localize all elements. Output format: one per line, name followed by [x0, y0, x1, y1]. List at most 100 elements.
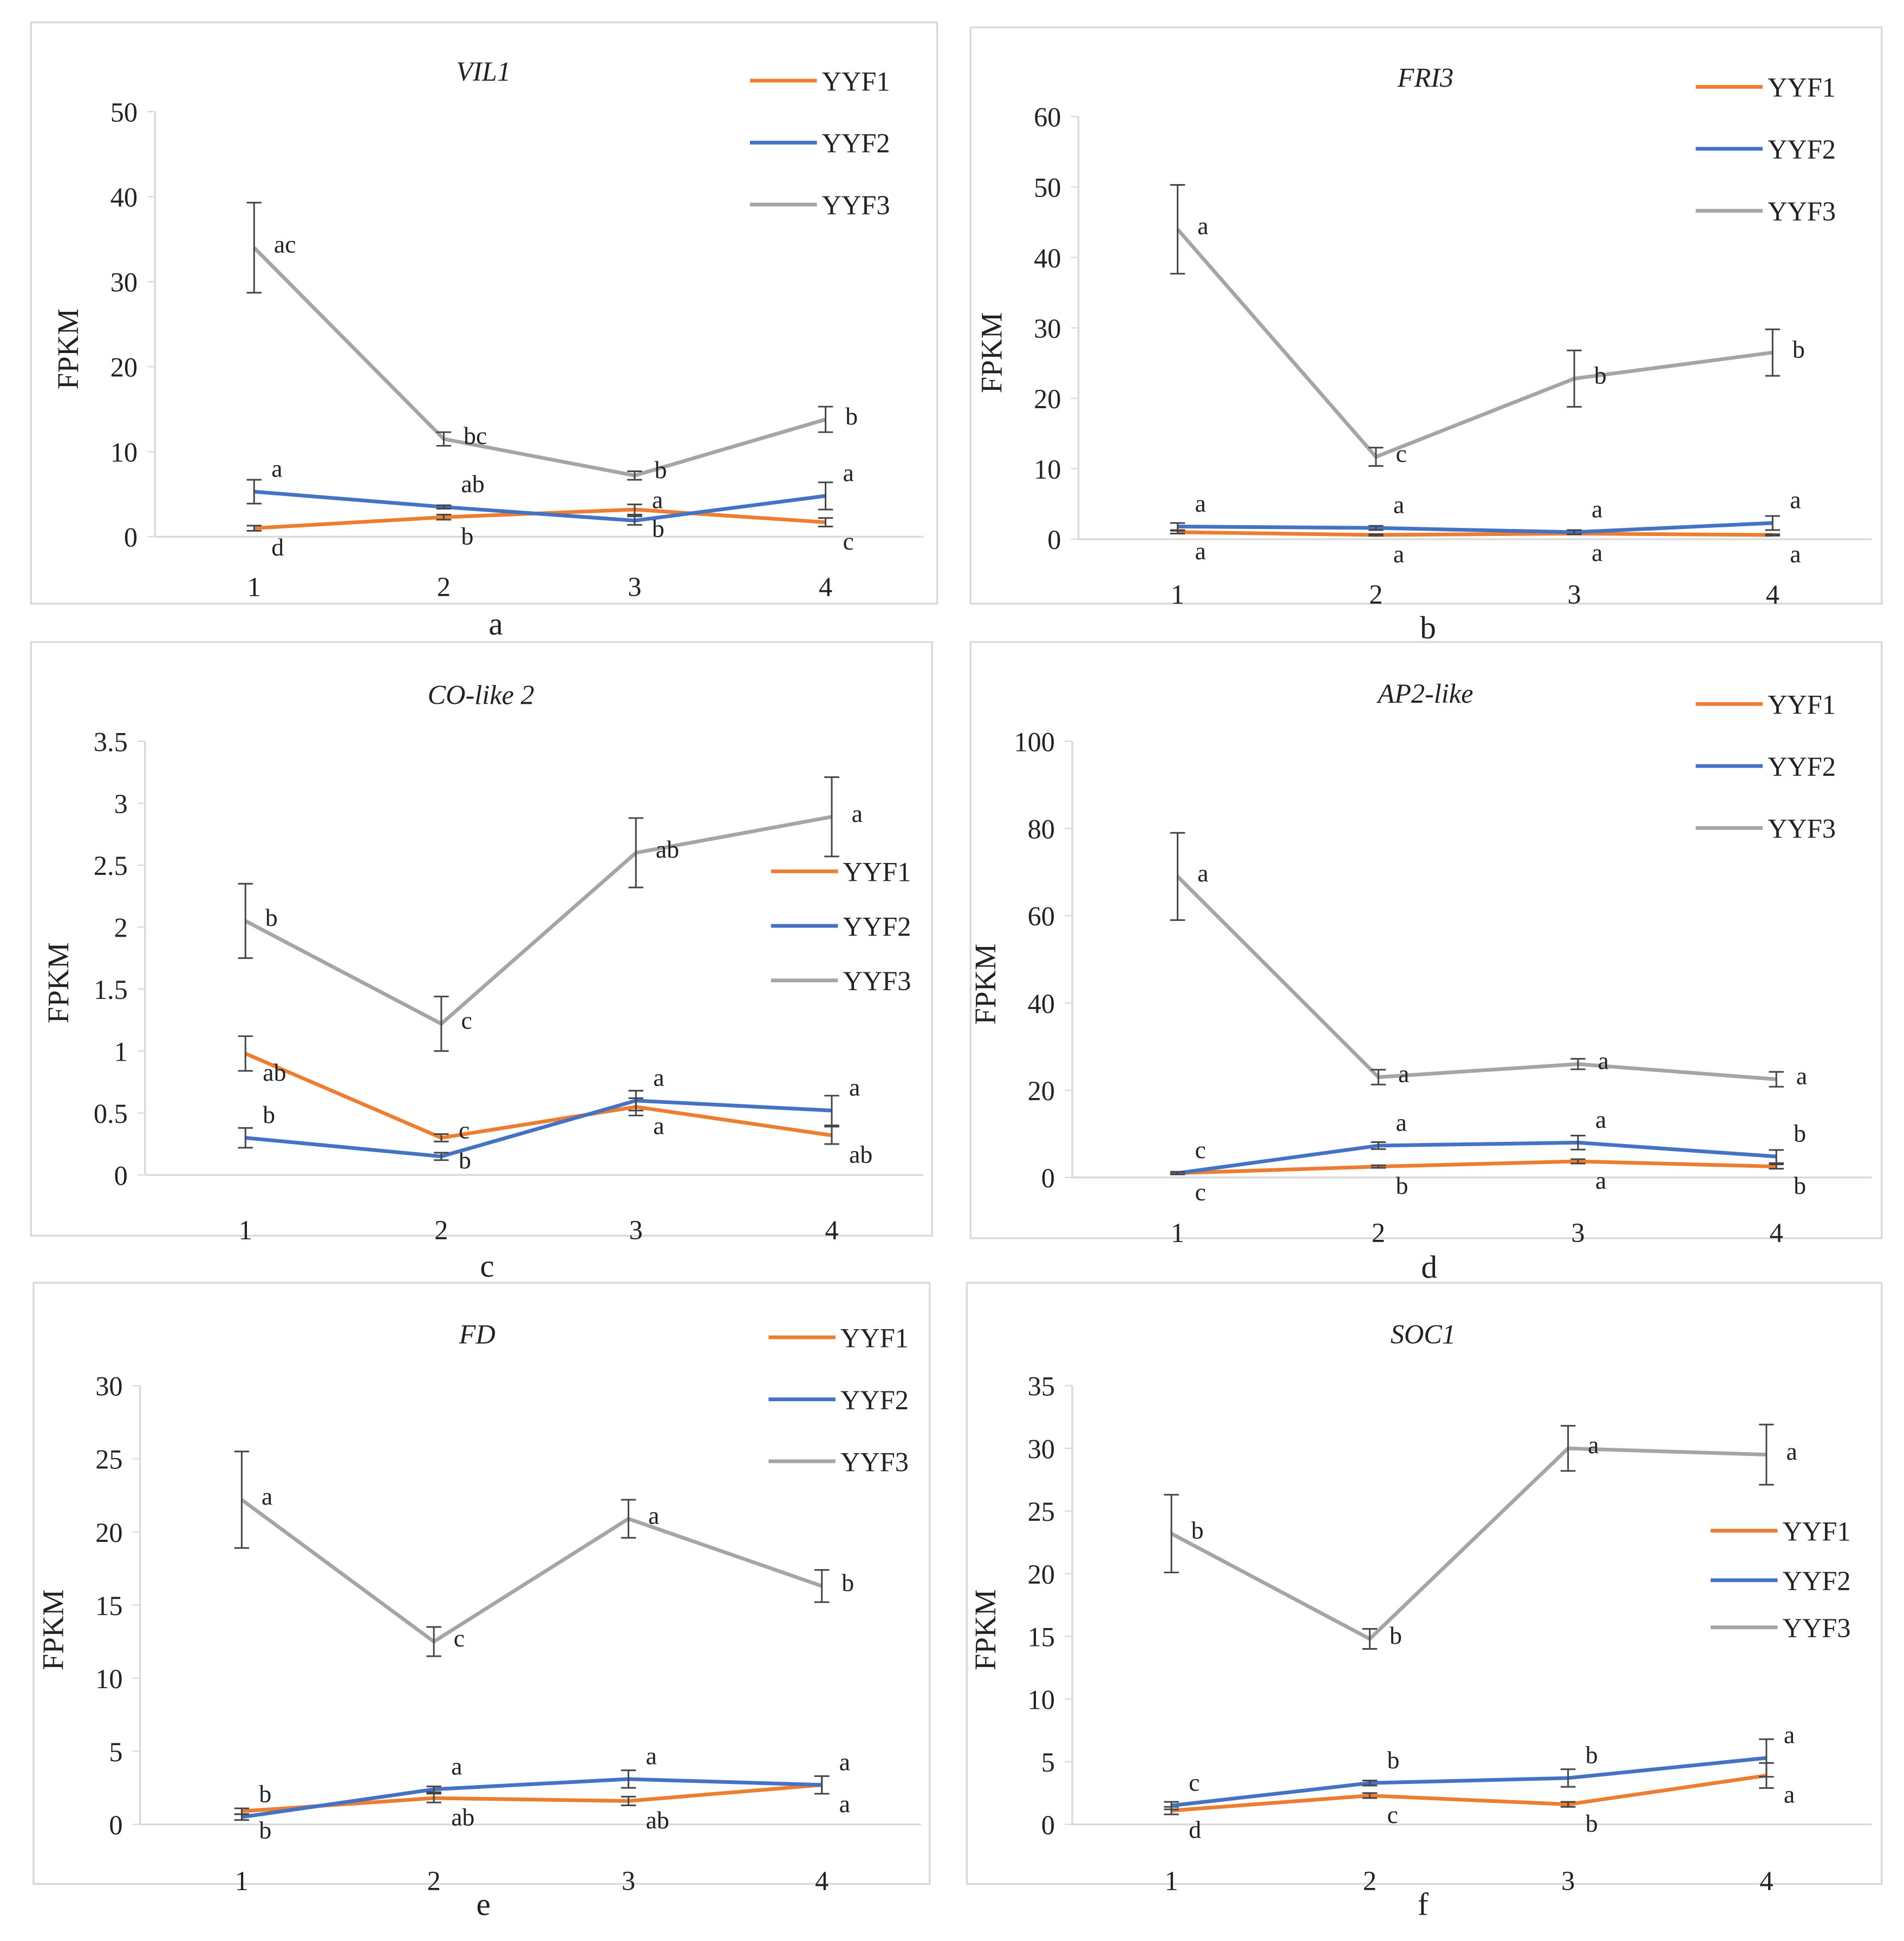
- significance-letter: a: [852, 800, 863, 827]
- y-tick-label: 20: [95, 1518, 122, 1548]
- y-tick-label: 3: [114, 789, 128, 819]
- significance-letter: a: [1796, 1062, 1807, 1090]
- y-tick-label: 3.5: [94, 727, 128, 757]
- series-line-YYF1: [244, 1051, 832, 1140]
- y-tick-label: 1.5: [94, 975, 128, 1005]
- y-tick-label: 15: [95, 1591, 122, 1621]
- significance-letter: a: [1595, 1106, 1606, 1133]
- significance-letter: c: [1396, 440, 1406, 467]
- y-tick-label: 40: [1028, 989, 1055, 1019]
- legend-label: YYF2: [843, 911, 911, 942]
- legend-label: YYF1: [1768, 690, 1836, 720]
- legend-label: YYF1: [822, 66, 890, 96]
- y-tick-label: 0: [114, 1161, 128, 1191]
- significance-letter: b: [461, 522, 474, 550]
- y-axis-label: FPKM: [969, 1589, 1002, 1670]
- y-axis-label: FPKM: [42, 943, 75, 1024]
- y-axis-label: FPKM: [37, 1589, 70, 1670]
- series-line-YYF2: [245, 1099, 832, 1159]
- significance-letter: a: [1398, 1060, 1409, 1088]
- y-tick-label: 10: [1028, 1684, 1055, 1715]
- significance-letter: b: [1586, 1741, 1598, 1769]
- y-tick-label: 10: [1034, 454, 1061, 485]
- y-tick-label: 0: [1041, 1163, 1055, 1193]
- x-tick-label: 2: [434, 1215, 448, 1245]
- legend-label: YYF3: [843, 966, 911, 996]
- x-tick-label: 4: [825, 1215, 838, 1245]
- chart-frame: [32, 1282, 931, 1885]
- significance-letter: c: [1195, 1136, 1206, 1164]
- legend-label: YYF1: [840, 1323, 909, 1353]
- x-tick-label: 1: [1171, 1218, 1184, 1248]
- significance-letter: b: [842, 1569, 854, 1597]
- significance-letter: a: [1197, 212, 1208, 240]
- significance-letter: a: [1195, 489, 1206, 517]
- panel-label: d: [1421, 1249, 1437, 1285]
- significance-letter: a: [652, 486, 663, 514]
- significance-letter: b: [263, 1101, 275, 1128]
- significance-letter: b: [1390, 1622, 1402, 1649]
- y-tick-label: 50: [110, 97, 138, 127]
- series-line-YYF2: [1171, 1756, 1767, 1808]
- significance-letter: a: [1784, 1721, 1795, 1748]
- significance-letter: b: [1387, 1746, 1399, 1774]
- chart-title: AP2-like: [1376, 678, 1473, 709]
- significance-letter: b: [1794, 1172, 1806, 1199]
- significance-letter: c: [454, 1624, 465, 1652]
- significance-letter: b: [1792, 335, 1805, 363]
- significance-letter: b: [1794, 1120, 1806, 1147]
- x-tick-label: 4: [1759, 1866, 1773, 1896]
- panel-label: c: [480, 1248, 494, 1284]
- legend-label: YYF2: [822, 128, 890, 159]
- x-tick-label: 4: [1770, 1218, 1783, 1248]
- significance-letter: ab: [849, 1140, 872, 1168]
- x-tick-label: 2: [427, 1866, 441, 1896]
- series-line-YYF1: [1177, 1159, 1777, 1175]
- significance-letter: a: [1592, 539, 1602, 566]
- y-tick-label: 60: [1028, 901, 1055, 932]
- y-tick-label: 0: [1047, 525, 1061, 555]
- significance-letter: a: [1197, 859, 1208, 887]
- significance-letter: b: [1396, 1172, 1408, 1199]
- series-line-YYF3: [240, 1498, 823, 1644]
- chart-frame: [969, 26, 1883, 605]
- y-tick-label: 30: [1034, 313, 1061, 344]
- y-tick-label: 30: [1028, 1434, 1055, 1464]
- x-tick-label: 4: [1766, 579, 1779, 610]
- significance-letter: a: [653, 1063, 664, 1091]
- series-line-YYF1: [1177, 530, 1773, 537]
- y-axis-label: FPKM: [51, 309, 84, 390]
- chart-frame: [30, 21, 938, 605]
- significance-letter: ab: [451, 1803, 474, 1831]
- y-tick-label: 2.5: [94, 851, 128, 881]
- legend-label: YYF3: [840, 1447, 909, 1477]
- y-tick-label: 40: [1034, 243, 1061, 273]
- y-tick-label: 50: [1034, 173, 1061, 203]
- y-tick-label: 25: [1028, 1496, 1055, 1527]
- x-tick-label: 1: [239, 1215, 252, 1245]
- significance-letter: ab: [656, 835, 679, 863]
- legend-label: YYF2: [1783, 1566, 1851, 1596]
- series-line-YYF3: [1170, 1446, 1767, 1642]
- y-tick-label: 20: [110, 352, 138, 383]
- x-tick-label: 2: [1369, 579, 1383, 610]
- y-tick-label: 20: [1034, 384, 1061, 414]
- significance-letter: a: [646, 1742, 657, 1769]
- significance-letter: a: [653, 1112, 664, 1140]
- series-line-YYF1: [1171, 1773, 1767, 1813]
- series-line-YYF2: [1177, 521, 1773, 534]
- significance-letter: d: [1189, 1816, 1201, 1844]
- y-tick-label: 30: [95, 1371, 122, 1402]
- panel-label: f: [1418, 1886, 1429, 1922]
- y-tick-label: 15: [1028, 1622, 1055, 1652]
- x-tick-label: 1: [247, 572, 261, 602]
- chart-title: SOC1: [1391, 1319, 1456, 1350]
- x-tick-label: 1: [235, 1866, 249, 1896]
- y-tick-label: 5: [109, 1737, 122, 1767]
- series-line-YYF3: [1176, 228, 1773, 459]
- y-tick-label: 40: [110, 182, 138, 213]
- significance-letter: b: [259, 1780, 271, 1808]
